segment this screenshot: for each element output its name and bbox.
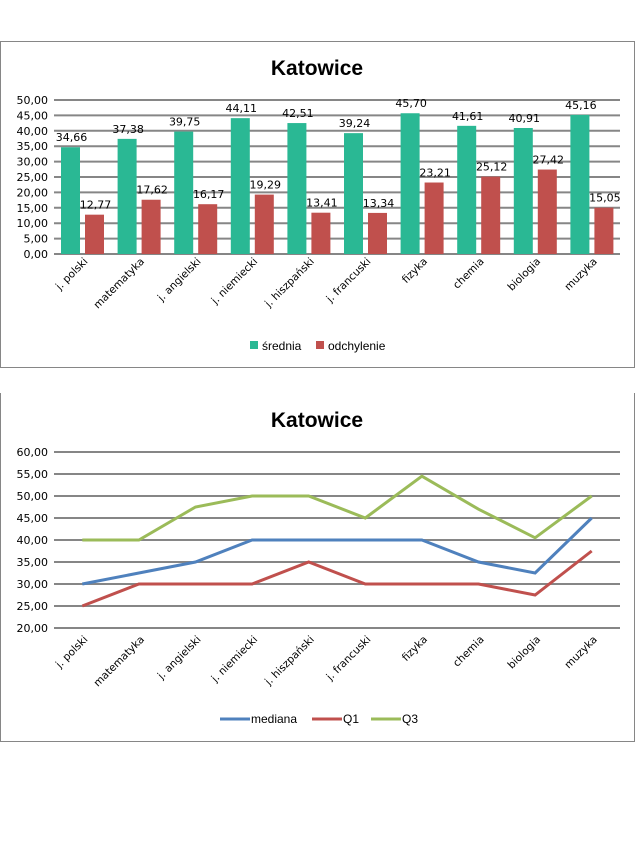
legend-label-odchylenie: odchylenie (328, 339, 386, 353)
bar-średnia-matematyka (117, 138, 137, 254)
x-tick-label: biologia (505, 634, 543, 672)
legend-swatch-srednia (250, 341, 258, 349)
x-tick-label: j. francuski (324, 634, 374, 684)
bar-odchylenie-j-polski (85, 214, 104, 254)
series-line-mediana (82, 516, 593, 586)
data-label: 23,21 (419, 167, 451, 180)
data-label: 16,17 (193, 188, 225, 201)
data-label: 27,42 (533, 154, 565, 167)
bar-średnia-j-francuski (344, 133, 363, 254)
legend-swatch-odchylenie (316, 341, 324, 349)
data-label: 37,38 (112, 123, 144, 136)
data-label: 40,91 (509, 112, 541, 125)
y-tick-label: 30,00 (17, 156, 49, 169)
data-label: 44,11 (226, 102, 258, 115)
y-tick-label: 0,00 (24, 248, 49, 261)
bar-średnia-chemia (457, 125, 477, 254)
data-label: 17,62 (136, 184, 168, 197)
line-chart: Katowice 20,00 25,00 30,00 35,00 40,00 45,00 5… (17, 409, 620, 726)
x-tick-label: fizyka (400, 634, 430, 664)
y-tick-label: 60,00 (17, 446, 49, 459)
bar-średnia-j-hiszpański (287, 123, 307, 254)
bar-chart-legend: średnia odchylenie (250, 339, 386, 353)
y-tick-label: 45,00 (17, 109, 49, 122)
legend-label-mediana: mediana (251, 712, 297, 726)
y-tick-label: 25,00 (17, 600, 49, 613)
y-tick-label: 20,00 (17, 186, 49, 199)
data-label: 12,77 (80, 199, 112, 212)
y-tick-label: 10,00 (17, 217, 49, 230)
y-tick-label: 15,00 (17, 202, 49, 215)
y-tick-label: 50,00 (17, 490, 49, 503)
x-tick-label: muzyka (562, 634, 599, 671)
x-tick-label: matematyka (91, 634, 147, 690)
bar-średnia-j-angielski (174, 131, 194, 254)
bar-odchylenie-j-niemiecki (254, 194, 274, 254)
bar-średnia-fizyka (400, 113, 420, 254)
bar-odchylenie-biologia (537, 169, 557, 254)
series-line-q1 (81, 549, 593, 608)
data-label: 34,66 (56, 131, 88, 144)
bar-odchylenie-fizyka (424, 182, 444, 254)
series-line-q3 (82, 474, 593, 542)
bar-odchylenie-muzyka (594, 207, 614, 254)
x-tick-label: j. hiszpański (262, 634, 317, 689)
data-label: 13,34 (363, 197, 395, 210)
y-tick-label: 30,00 (17, 578, 49, 591)
y-tick-label: 5,00 (24, 233, 49, 246)
bar-średnia-j-polski (61, 147, 80, 254)
bar-średnia-j-niemiecki (230, 118, 250, 254)
data-label: 15,05 (589, 192, 621, 205)
y-tick-label: 25,00 (17, 171, 49, 184)
bar-odchylenie-j-francuski (368, 212, 387, 254)
bar-średnia-biologia (513, 127, 533, 254)
data-label: 41,61 (452, 110, 484, 123)
y-tick-label: 20,00 (17, 622, 49, 635)
line-chart-legend: mediana Q1 Q3 (220, 712, 418, 726)
x-tick-label: j. polski (53, 634, 91, 672)
bar-chart: Katowice 0,00 5,00 10,00 15,00 20,00 25,00 30,… (17, 57, 621, 353)
bar-średnia-muzyka (570, 114, 590, 255)
y-tick-label: 35,00 (17, 556, 49, 569)
y-tick-label: 45,00 (17, 512, 49, 525)
y-tick-label: 40,00 (17, 534, 49, 547)
data-label: 42,51 (282, 107, 314, 120)
line-chart-title: Katowice (271, 409, 363, 432)
data-label: 39,75 (169, 116, 201, 129)
bar-odchylenie-j-angielski (198, 204, 218, 254)
bar-chart-title: Katowice (271, 57, 363, 80)
y-tick-label: 35,00 (17, 140, 49, 153)
data-label: 45,70 (395, 97, 427, 110)
bar-odchylenie-chemia (481, 176, 501, 254)
legend-label-srednia: średnia (262, 339, 302, 353)
bar-odchylenie-matematyka (141, 199, 161, 254)
y-tick-label: 55,00 (17, 468, 49, 481)
data-label: 39,24 (339, 117, 371, 130)
legend-label-q1: Q1 (343, 712, 359, 726)
data-label: 13,41 (306, 197, 338, 210)
data-label: 45,16 (565, 99, 597, 112)
x-tick-label: j. angielski (155, 634, 204, 683)
x-tick-label: j. niemiecki (209, 634, 261, 686)
y-tick-label: 40,00 (17, 125, 49, 138)
data-label: 19,29 (250, 179, 282, 192)
x-tick-label: chemia (451, 634, 487, 670)
data-label: 25,12 (476, 161, 508, 174)
y-tick-label: 50,00 (17, 94, 49, 107)
legend-label-q3: Q3 (402, 712, 418, 726)
bar-odchylenie-j-hiszpański (311, 212, 331, 254)
